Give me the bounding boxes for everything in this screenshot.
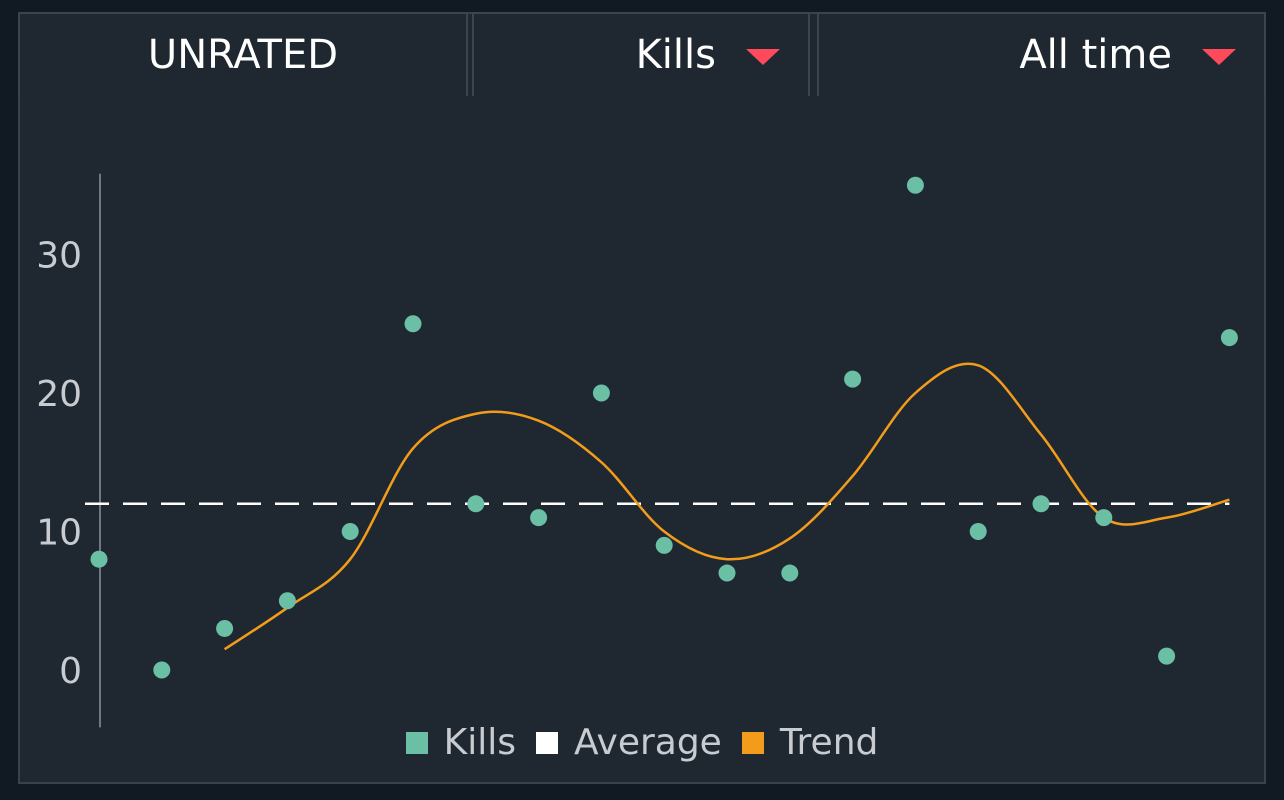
kills-point	[781, 564, 799, 582]
y-tick-label: 20	[36, 374, 82, 415]
legend-label-trend: Trend	[779, 722, 879, 763]
caret-down-icon	[1202, 49, 1236, 65]
range-dropdown[interactable]: All time	[817, 12, 1266, 96]
kills-point	[1220, 329, 1238, 347]
legend-item-trend: Trend	[741, 722, 879, 763]
tab-mode-label: UNRATED	[147, 32, 339, 78]
kills-point	[718, 564, 736, 582]
legend-swatch-average	[536, 731, 558, 754]
chart-legend: Kills Average Trend	[0, 722, 1284, 763]
trend-line	[223, 362, 1230, 651]
legend-label-average: Average	[574, 722, 722, 763]
kills-point	[278, 592, 296, 610]
range-dropdown-label: All time	[1019, 32, 1172, 78]
y-tick-label: 0	[59, 651, 82, 692]
kills-point	[341, 523, 359, 540]
kills-point	[1032, 495, 1050, 513]
stat-dropdown[interactable]: Kills	[472, 12, 810, 96]
y-tick-label: 30	[36, 236, 82, 277]
legend-item-average: Average	[536, 722, 722, 763]
kills-point	[153, 661, 171, 679]
kills-point	[655, 536, 673, 554]
legend-swatch-trend	[741, 731, 764, 754]
kills-point	[969, 523, 987, 540]
legend-swatch-kills	[405, 731, 428, 754]
tab-mode[interactable]: UNRATED	[18, 12, 468, 96]
legend-item-kills: Kills	[405, 722, 516, 763]
kills-point	[467, 495, 485, 513]
kills-point	[906, 176, 924, 194]
kills-point	[592, 384, 610, 402]
kills-point	[844, 370, 862, 388]
y-tick-label: 10	[36, 513, 82, 554]
legend-label-kills: Kills	[443, 722, 516, 763]
kills-point	[1158, 647, 1176, 665]
kills-point	[216, 619, 234, 637]
kills-point	[90, 550, 108, 568]
kills-point	[404, 315, 422, 333]
caret-down-icon	[746, 49, 780, 65]
kills-point	[530, 509, 548, 527]
stat-dropdown-label: Kills	[635, 32, 716, 78]
kills-point	[1095, 509, 1113, 527]
chart-panel	[18, 12, 1266, 784]
